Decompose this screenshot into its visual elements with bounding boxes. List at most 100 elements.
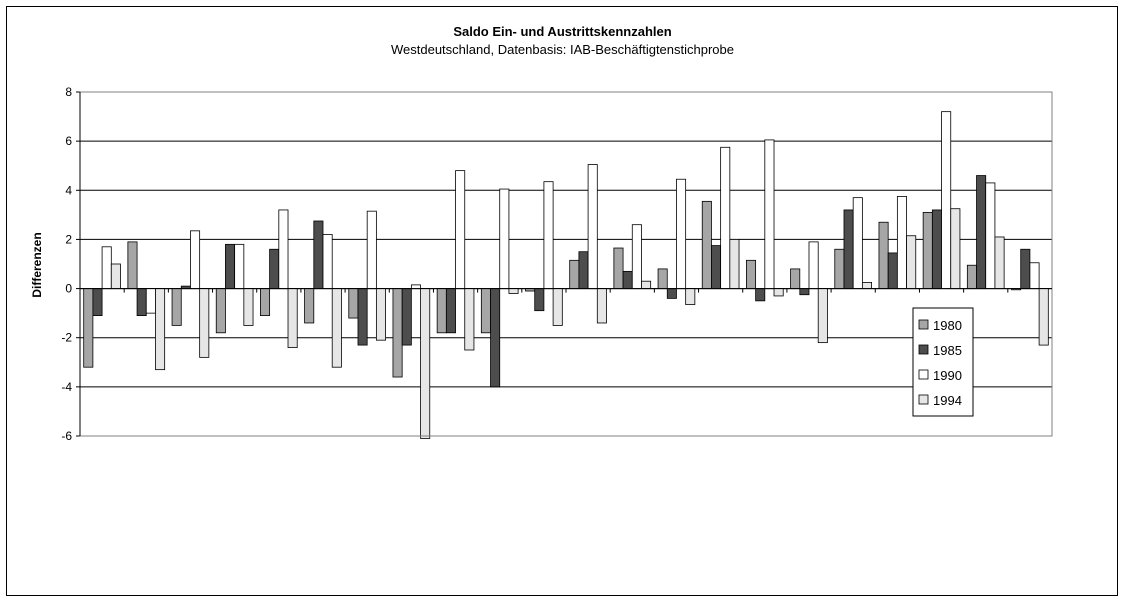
- bar-1990: [101, 246, 112, 289]
- bar-1980: [922, 211, 933, 289]
- bar-1994: [199, 288, 210, 358]
- bar-1990: [985, 182, 996, 289]
- legend-swatch-1985: [918, 344, 929, 355]
- bar-1985: [666, 288, 677, 299]
- y-tick-label: 0: [65, 282, 72, 296]
- bar-1994: [906, 235, 917, 289]
- legend-label-1994: 1994: [933, 393, 962, 408]
- bar-1985: [1020, 248, 1031, 289]
- chart-title: Saldo Ein- und Austrittskennzahlen: [453, 24, 672, 39]
- legend: 1980 1985 1990 1994: [912, 307, 974, 417]
- bar-1990: [676, 178, 687, 289]
- y-tick-label: -4: [61, 380, 72, 394]
- bar-1994: [994, 236, 1005, 289]
- bar-1980: [966, 264, 977, 289]
- bar-1990: [896, 196, 907, 289]
- bars: [83, 111, 1049, 439]
- bar-1994: [596, 288, 607, 324]
- bar-1980: [83, 288, 94, 368]
- bar-1994: [375, 288, 386, 341]
- y-tick-label: 2: [65, 232, 72, 246]
- bar-1980: [701, 200, 712, 289]
- bar-1980: [878, 221, 889, 289]
- legend-label-1985: 1985: [933, 343, 962, 358]
- bar-1985: [136, 288, 147, 317]
- bar-1994: [950, 208, 961, 289]
- bar-1985: [711, 245, 722, 289]
- legend-swatch-1980: [918, 319, 929, 330]
- axes: [79, 91, 1053, 437]
- bar-1980: [436, 288, 447, 334]
- bar-1994: [641, 280, 652, 289]
- y-tick-label: -2: [61, 331, 72, 345]
- y-tick-label: 8: [65, 85, 72, 99]
- bar-1994: [243, 288, 254, 326]
- legend-swatch-1990: [918, 369, 929, 380]
- bar-1990: [587, 164, 598, 289]
- bar-1994: [861, 282, 872, 289]
- bar-1980: [569, 259, 580, 289]
- bar-1985: [357, 288, 368, 346]
- bar-1980: [215, 288, 226, 334]
- bar-1994: [110, 263, 121, 289]
- bar-1980: [657, 268, 668, 289]
- bar-1990: [366, 210, 377, 289]
- bar-1985: [843, 209, 854, 289]
- bar-1990: [322, 234, 333, 289]
- bar-1990: [190, 230, 201, 289]
- bar-1994: [685, 288, 696, 305]
- bar-1985: [445, 288, 456, 334]
- bar-1994: [420, 288, 431, 439]
- bar-1994: [1038, 288, 1049, 346]
- bar-1994: [729, 239, 740, 289]
- bar-1990: [1029, 262, 1040, 289]
- bar-1990: [764, 139, 775, 289]
- bar-1980: [260, 288, 271, 317]
- bar-1990: [941, 111, 952, 289]
- bar-1990: [499, 188, 510, 289]
- bar-1990: [808, 241, 819, 289]
- bar-1985: [92, 288, 103, 317]
- bar-1985: [490, 288, 501, 388]
- bar-1985: [225, 243, 236, 289]
- bar-1990: [278, 209, 289, 289]
- bar-1980: [746, 259, 757, 289]
- bar-1990: [145, 288, 156, 314]
- bar-1980: [613, 247, 624, 289]
- legend-label-1990: 1990: [933, 368, 962, 383]
- bar-1980: [171, 288, 182, 326]
- bar-1980: [790, 268, 801, 289]
- chart-subtitle: Westdeutschland, Datenbasis: IAB-Beschäf…: [390, 42, 734, 57]
- bar-1994: [464, 288, 475, 351]
- bar-1980: [392, 288, 403, 378]
- bar-1990: [631, 224, 642, 289]
- bar-1985: [622, 270, 633, 289]
- bar-1980: [480, 288, 491, 334]
- y-axis-ticks: -6 -4 -2 0 2 4 6 8: [61, 85, 80, 443]
- bar-1990: [543, 181, 554, 289]
- bar-1990: [852, 197, 863, 289]
- bar-1980: [304, 288, 315, 324]
- y-tick-label: 4: [65, 183, 72, 197]
- bar-1985: [755, 288, 766, 302]
- legend-label-1980: 1980: [933, 318, 962, 333]
- bar-1985: [931, 209, 942, 289]
- bar-1980: [127, 241, 138, 289]
- bar-1994: [508, 288, 519, 294]
- bar-1990: [455, 170, 466, 289]
- bar-1990: [720, 146, 731, 289]
- legend-swatch-1994: [918, 394, 929, 405]
- bar-1990: [410, 284, 421, 289]
- bar-1994: [773, 288, 784, 297]
- bar-1990: [234, 243, 245, 289]
- bar-1985: [887, 252, 898, 289]
- y-tick-label: 6: [65, 134, 72, 148]
- bar-1994: [552, 288, 563, 326]
- y-axis-label: Differenzen: [30, 232, 44, 297]
- bar-1994: [331, 288, 342, 368]
- bar-1985: [313, 220, 324, 289]
- bar-1994: [817, 288, 828, 344]
- bar-1985: [269, 248, 280, 289]
- bar-1985: [976, 175, 987, 289]
